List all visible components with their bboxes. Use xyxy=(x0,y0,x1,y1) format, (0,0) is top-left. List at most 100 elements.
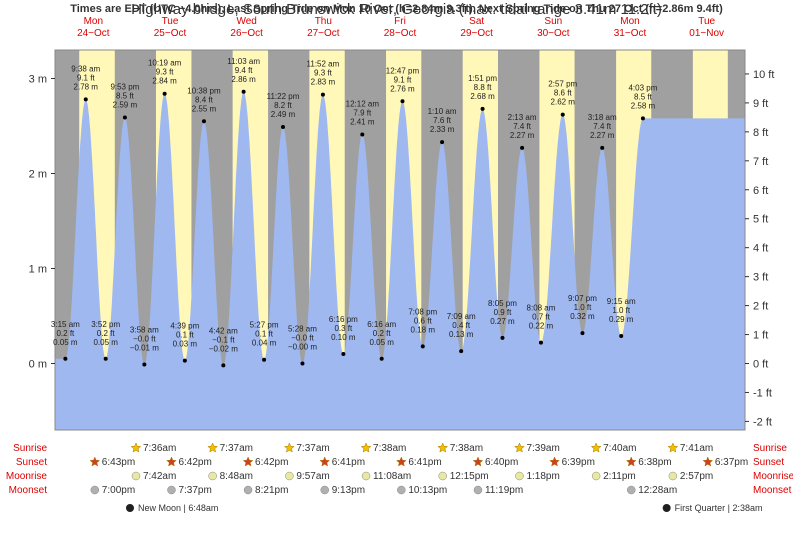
y-axis-m-tick: 3 m xyxy=(29,74,47,86)
moon-icon xyxy=(515,472,523,480)
astro-row-label-left: Moonrise xyxy=(6,471,48,482)
sun-icon xyxy=(473,457,483,466)
moon-icon xyxy=(209,472,217,480)
y-axis-ft-tick: 5 ft xyxy=(753,214,768,226)
y-axis-ft-tick: 2 ft xyxy=(753,301,768,313)
tide-ft-label: 8.2 ft xyxy=(274,101,293,110)
tide-ft-label: 9.4 ft xyxy=(235,66,254,75)
tide-m-label: 0.04 m xyxy=(252,339,277,348)
tide-marker xyxy=(539,341,543,345)
tide-time-label: 10:38 pm xyxy=(187,86,221,95)
tide-m-label: 0.13 m xyxy=(449,330,474,339)
y-axis-ft-tick: 10 ft xyxy=(753,69,774,81)
moon-icon xyxy=(91,486,99,494)
astro-time: 7:42am xyxy=(143,471,176,482)
tide-m-label: 0.18 m xyxy=(411,325,436,334)
tide-marker xyxy=(619,334,623,338)
tide-ft-label: 0.1 ft xyxy=(255,330,274,339)
tide-marker xyxy=(360,133,364,137)
y-axis-m-tick: 1 m xyxy=(29,264,47,276)
tide-time-label: 9:38 am xyxy=(71,64,100,73)
day-label-date: 27−Oct xyxy=(307,28,340,39)
y-axis-ft-tick: 0 ft xyxy=(753,359,768,371)
astro-time: 6:41pm xyxy=(332,457,365,468)
tide-marker xyxy=(84,97,88,101)
tide-marker xyxy=(380,357,384,361)
tide-ft-label: 8.6 ft xyxy=(554,89,573,98)
tide-chart-svg: 0 m1 m2 m3 m-2 ft-1 ft0 ft1 ft2 ft3 ft4 … xyxy=(0,0,793,539)
tide-ft-label: 1.0 ft xyxy=(574,303,593,312)
sun-icon xyxy=(668,443,678,452)
tide-chart-container: 0 m1 m2 m3 m-2 ft-1 ft0 ft1 ft2 ft3 ft4 … xyxy=(0,0,793,539)
tide-m-label: 0.05 m xyxy=(369,338,394,347)
tide-m-label: −0.00 m xyxy=(288,343,317,352)
tide-time-label: 9:07 pm xyxy=(568,294,597,303)
astro-time: 7:00pm xyxy=(102,485,135,496)
moon-icon xyxy=(439,472,447,480)
tide-time-label: 7:08 pm xyxy=(408,307,437,316)
tide-marker xyxy=(600,146,604,150)
tide-marker xyxy=(63,357,67,361)
tide-time-label: 2:57 pm xyxy=(548,80,577,89)
tide-ft-label: 9.3 ft xyxy=(314,69,333,78)
tide-marker xyxy=(163,92,167,96)
tide-m-label: 2.76 m xyxy=(390,84,415,93)
tide-marker xyxy=(520,146,524,150)
tide-marker xyxy=(641,116,645,120)
tide-m-label: 0.10 m xyxy=(331,333,356,342)
y-axis-ft-tick: 1 ft xyxy=(753,330,768,342)
tide-marker xyxy=(104,357,108,361)
tide-marker xyxy=(459,349,463,353)
sun-icon xyxy=(550,457,560,466)
moon-icon xyxy=(132,472,140,480)
tide-time-label: 5:28 am xyxy=(288,325,317,334)
astro-row-label-left: Sunrise xyxy=(13,443,47,454)
moon-icon xyxy=(321,486,329,494)
tide-m-label: 2.49 m xyxy=(271,110,296,119)
tide-m-label: 2.84 m xyxy=(152,77,177,86)
sun-icon xyxy=(438,443,448,452)
tide-time-label: 11:03 am xyxy=(227,57,260,66)
tide-time-label: 3:15 am xyxy=(51,320,80,329)
tide-time-label: 3:58 am xyxy=(130,325,159,334)
astro-time: 7:36am xyxy=(143,443,176,454)
astro-time: 6:42pm xyxy=(255,457,288,468)
day-label-top: Mon xyxy=(84,16,103,27)
astro-time: 12:28am xyxy=(638,485,677,496)
tide-ft-label: 0.9 ft xyxy=(494,308,513,317)
astro-time: 7:37pm xyxy=(178,485,211,496)
tide-time-label: 4:39 pm xyxy=(170,322,199,331)
moon-icon xyxy=(627,486,635,494)
tide-m-label: 2.27 m xyxy=(590,131,615,140)
tide-time-label: 3:18 am xyxy=(588,113,617,122)
day-label-date: 24−Oct xyxy=(77,28,110,39)
astro-time: 6:40pm xyxy=(485,457,518,468)
y-axis-m-tick: 0 m xyxy=(29,359,47,371)
tide-marker xyxy=(500,336,504,340)
tide-m-label: 2.62 m xyxy=(551,98,576,107)
tide-time-label: 6:16 am xyxy=(367,320,396,329)
tide-ft-label: 7.9 ft xyxy=(353,109,372,118)
astro-time: 7:37am xyxy=(296,443,329,454)
tide-marker xyxy=(561,113,565,117)
moon-icon xyxy=(397,486,405,494)
astro-time: 7:40am xyxy=(603,443,636,454)
tide-time-label: 6:16 pm xyxy=(329,315,358,324)
tide-m-label: 2.78 m xyxy=(74,82,99,91)
moon-icon xyxy=(592,472,600,480)
tide-time-label: 1:51 pm xyxy=(468,74,497,83)
tide-ft-label: 8.8 ft xyxy=(474,83,493,92)
y-axis-ft-tick: 3 ft xyxy=(753,272,768,284)
chart-subtitle: Times are EDT (UTC −4.0hrs). Last Spring… xyxy=(70,3,723,15)
tide-time-label: 4:42 am xyxy=(209,326,238,335)
tide-m-label: 0.05 m xyxy=(93,338,118,347)
moon-icon xyxy=(244,486,252,494)
y-axis-ft-tick: 7 ft xyxy=(753,156,768,168)
tide-ft-label: 8.4 ft xyxy=(195,95,214,104)
day-label-date: 25−Oct xyxy=(154,28,187,39)
day-label-date: 01−Nov xyxy=(689,28,724,39)
tide-marker xyxy=(341,352,345,356)
astro-row-label-left: Moonset xyxy=(9,485,48,496)
tide-m-label: 2.58 m xyxy=(631,101,656,110)
tide-ft-label: 9.3 ft xyxy=(156,68,175,77)
